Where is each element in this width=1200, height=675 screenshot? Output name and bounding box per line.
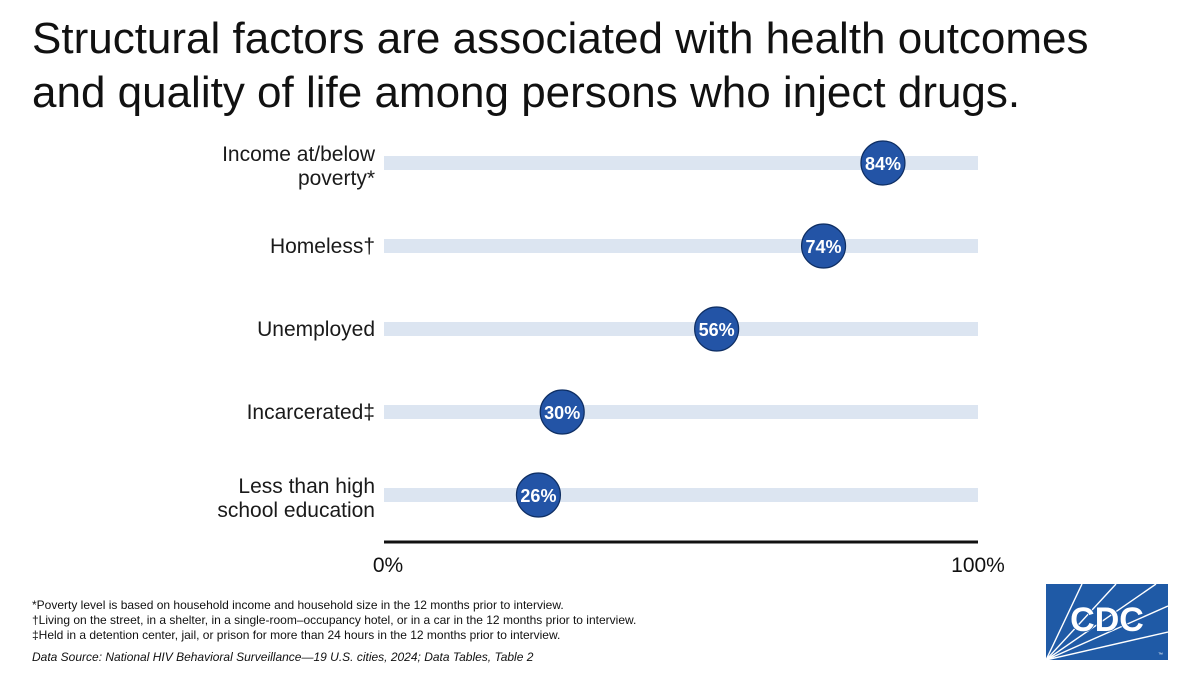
data-point-5	[515, 472, 562, 518]
cdc-logo: CDC ™	[1046, 584, 1168, 660]
data-label-5: 26%	[520, 486, 556, 506]
cdc-logo-text: CDC	[1070, 601, 1144, 639]
dot-chart: Income at/below poverty* 84% Homeless† 74% Un…	[217, 140, 1005, 577]
data-label-4: 30%	[544, 403, 580, 423]
title-line-1: Structural factors are associated with h…	[32, 14, 1089, 63]
category-label-5: Less than high school education	[217, 475, 375, 522]
data-point-1	[860, 140, 906, 186]
track-bar-4	[384, 405, 978, 419]
data-label-1: 84%	[865, 154, 901, 174]
category-label-4: Incarcerated‡	[247, 401, 375, 424]
data-point-4	[539, 389, 585, 435]
cdc-logo-background	[1046, 584, 1168, 660]
data-source: Data Source: National HIV Behavioral Sur…	[32, 650, 534, 664]
footnote-homeless: †Living on the street, in a shelter, in …	[32, 613, 637, 627]
title-line-2: and quality of life among persons who in…	[32, 68, 1021, 117]
track-bar-5	[384, 488, 978, 502]
data-point-3	[694, 306, 740, 352]
track-bar-3	[384, 322, 978, 336]
data-label-2: 74%	[806, 237, 842, 257]
footnotes: *Poverty level is based on household inc…	[32, 598, 636, 665]
category-label-3: Unemployed	[257, 318, 375, 341]
cdc-logo-tm: ™	[1158, 652, 1163, 658]
chart-title: Structural factors are associated with h…	[32, 12, 1182, 120]
track-bar-1	[384, 156, 978, 170]
footnote-poverty: *Poverty level is based on household inc…	[32, 598, 564, 612]
x-tick-label-100: 100%	[951, 554, 1005, 577]
category-label-1: Income at/below poverty*	[222, 143, 376, 190]
footnote-incarcerated: ‡Held in a detention center, jail, or pr…	[32, 628, 561, 642]
track-bar-2	[384, 239, 978, 253]
data-label-3: 56%	[699, 320, 735, 340]
data-point-2	[800, 223, 847, 269]
x-tick-label-0: 0%	[373, 554, 403, 577]
cdc-logo-rays	[1046, 584, 1168, 660]
category-label-2: Homeless†	[270, 235, 375, 258]
